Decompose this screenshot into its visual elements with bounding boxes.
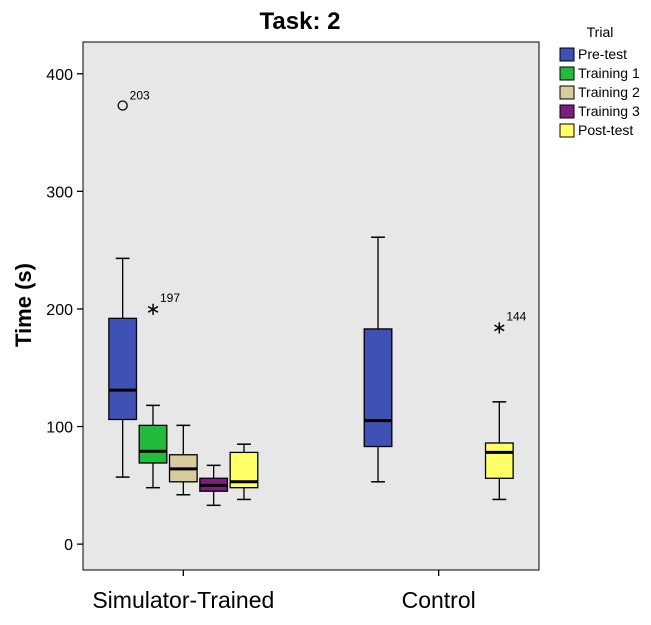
outlier-circle xyxy=(117,100,128,111)
legend-label: Post-test xyxy=(578,122,633,138)
box-iqr xyxy=(363,328,393,448)
x-tick-label: Simulator-Trained xyxy=(92,587,274,613)
box-group: ∗197 xyxy=(138,291,180,489)
chart-title: Task: 2 xyxy=(260,8,341,35)
plot-area xyxy=(82,41,540,571)
y-tick-label: 300 xyxy=(46,184,73,201)
box-series: 203∗197∗144 xyxy=(108,89,527,507)
legend-swatch xyxy=(559,85,575,100)
legend-label: Training 1 xyxy=(578,65,640,81)
outlier-label: 144 xyxy=(506,310,526,324)
box-iqr xyxy=(108,317,138,421)
legend-title: Trial xyxy=(587,24,614,40)
legend-label: Training 2 xyxy=(578,84,640,100)
y-axis-label: Time (s) xyxy=(11,263,36,347)
box-iqr xyxy=(138,424,168,464)
outlier-label: 203 xyxy=(130,89,150,103)
box-group: ∗144 xyxy=(484,310,527,501)
x-axis: Simulator-Trained Control xyxy=(92,570,476,613)
legend-swatch xyxy=(559,66,575,81)
x-tick-label: Control xyxy=(402,587,476,613)
y-tick-label: 0 xyxy=(64,537,73,554)
y-tick-label: 100 xyxy=(46,420,73,437)
legend-label: Training 3 xyxy=(578,103,640,119)
legend: Pre-test Training 1 Training 2 Training 3 Po… xyxy=(559,46,640,138)
box-group xyxy=(229,443,259,501)
legend-swatch xyxy=(559,104,575,119)
y-tick-label: 400 xyxy=(46,67,73,84)
y-tick-label: 200 xyxy=(46,302,73,319)
box-group xyxy=(199,464,229,507)
box-group xyxy=(168,424,198,496)
box-iqr xyxy=(484,442,514,479)
legend-swatch xyxy=(559,47,575,62)
box-group: 203 xyxy=(108,89,150,478)
legend-label: Pre-test xyxy=(578,46,627,62)
outlier-star: ∗ xyxy=(145,299,160,319)
legend-swatch xyxy=(559,123,575,138)
y-axis: 0 100 200 300 400 xyxy=(46,67,83,554)
outlier-star: ∗ xyxy=(492,318,507,338)
box-group xyxy=(363,236,393,483)
outlier-label: 197 xyxy=(160,291,180,305)
